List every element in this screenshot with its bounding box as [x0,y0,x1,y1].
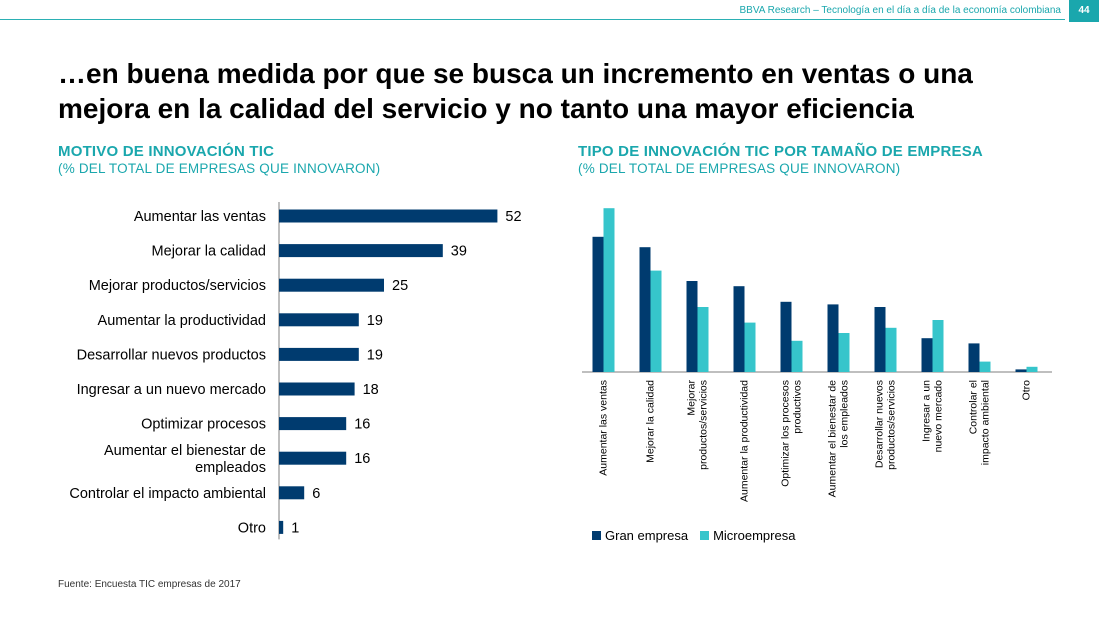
column-microempresa-ingresar-a-un-nuevo-mercado [932,320,944,372]
bar-value-ingresar-a-un-nuevo-mercado: 18 [363,382,379,398]
column-label-optimizar-los-procesos-productivos: Optimizar los procesosproductivos [780,380,804,487]
category-label-mejorar-la-calidad: Mejorar la calidad [152,244,266,260]
category-label-mejorar-productos-servicios: Mejorar productos/servicios [89,278,266,294]
legend-label-microempresa: Microempresa [713,528,796,543]
left-chart-heading: MOTIVO DE INNOVACIÓN TIC (% DEL TOTAL DE… [58,143,380,176]
tipo-innovacion-column-chart: Aumentar las ventas Mejorar la calidad Mej… [582,208,1052,502]
column-gran-empresa-desarrollar-nuevos-productos-servicios [874,307,886,372]
legend-swatch-microempresa [700,531,710,540]
column-microempresa-mejorar-productos-servicios [697,307,709,372]
bar-value-mejorar-la-calidad: 39 [451,244,467,260]
column-microempresa-controlar-el-impacto-ambiental [979,361,991,372]
column-label-controlar-el-impacto-ambiental: Controlar elimpacto ambiental [968,380,992,465]
column-label-desarrollar-nuevos-productos-servicios: Desarrollar nuevosproductos/servicios [874,380,898,470]
bar-value-controlar-el-impacto-ambiental: 6 [312,486,320,502]
bar-optimizar-procesos [279,417,347,431]
column-gran-empresa-ingresar-a-un-nuevo-mercado [921,338,933,372]
column-microempresa-otro [1026,366,1038,372]
bar-ingresar-a-un-nuevo-mercado [279,382,355,396]
category-label-controlar-el-impacto-ambiental: Controlar el impacto ambiental [69,486,266,502]
header-rule [0,19,1065,20]
category-label-aumentar-el-bienestar-de-empleados: Aumentar el bienestar de empleados [104,443,266,476]
column-microempresa-optimizar-los-procesos-productivos [791,340,803,372]
page-number-badge: 44 [1069,0,1099,22]
bar-value-desarrollar-nuevos-productos: 19 [367,347,383,363]
category-label-otro: Otro [238,520,266,536]
legend-item-microempresa: Microempresa [700,528,795,543]
column-label-mejorar-productos-servicios: Mejorarproductos/servicios [686,379,710,469]
column-gran-empresa-optimizar-los-procesos-productivos [780,301,792,372]
category-label-aumentar-las-ventas: Aumentar las ventas [134,209,266,225]
column-gran-empresa-aumentar-la-productividad [733,286,745,372]
category-label-desarrollar-nuevos-productos: Desarrollar nuevos productos [77,347,266,363]
column-gran-empresa-aumentar-las-ventas [592,236,604,372]
bar-aumentar-las-ventas [279,209,498,223]
bar-desarrollar-nuevos-productos [279,347,359,361]
bar-aumentar-la-productividad [279,313,359,327]
column-microempresa-aumentar-las-ventas [603,208,615,372]
motivo-innovacion-bar-chart: 52 Aumentar las ventas 39 Mejorar la calida… [69,202,522,540]
column-microempresa-desarrollar-nuevos-productos-servicios [885,327,897,372]
category-label-aumentar-la-productividad: Aumentar la productividad [98,313,266,329]
source-note: Fuente: Encuesta TIC empresas de 2017 [58,579,241,590]
right-chart-title: TIPO DE INNOVACIÓN TIC POR TAMAÑO DE EMP… [578,143,983,160]
column-microempresa-aumentar-el-bienestar-de-los-empleados [838,333,850,372]
column-gran-empresa-aumentar-el-bienestar-de-los-empleados [827,304,839,372]
bar-otro [279,520,284,534]
right-chart-subtitle: (% DEL TOTAL DE EMPRESAS QUE INNOVARON) [578,161,901,176]
column-label-aumentar-el-bienestar-de-los-empleados: Aumentar el bienestar delos empleados [827,380,851,497]
chart-legend: Gran empresa Microempresa [592,528,807,543]
column-label-ingresar-a-un-nuevo-mercado: Ingresar a unnuevo mercado [921,380,945,453]
column-gran-empresa-mejorar-productos-servicios [686,281,698,372]
legend-item-gran-empresa: Gran empresa [592,528,688,543]
right-chart-heading: TIPO DE INNOVACIÓN TIC POR TAMAÑO DE EMP… [578,143,983,176]
bar-value-aumentar-las-ventas: 52 [505,209,521,225]
bar-mejorar-la-calidad [279,244,443,258]
column-gran-empresa-otro [1015,369,1027,372]
bar-value-mejorar-productos-servicios: 25 [392,278,408,294]
bar-value-optimizar-procesos: 16 [354,417,370,433]
column-gran-empresa-controlar-el-impacto-ambiental [968,343,980,372]
column-gran-empresa-mejorar-la-calidad [639,247,651,372]
header-title: BBVA Research – Tecnología en el día a d… [739,5,1061,16]
slide-title: …en buena medida por que se busca un inc… [58,58,973,124]
column-label-aumentar-las-ventas: Aumentar las ventas [598,380,610,476]
category-label-ingresar-a-un-nuevo-mercado: Ingresar a un nuevo mercado [77,382,266,398]
column-label-mejorar-la-calidad: Mejorar la calidad [645,380,657,463]
bar-controlar-el-impacto-ambiental [279,486,305,500]
bar-value-otro: 1 [291,520,299,536]
left-chart-subtitle: (% DEL TOTAL DE EMPRESAS QUE INNOVARON) [58,161,381,176]
column-label-aumentar-la-productividad: Aumentar la productividad [739,380,751,502]
bar-value-aumentar-el-bienestar-de-empleados: 16 [354,451,370,467]
legend-label-gran-empresa: Gran empresa [605,528,689,543]
column-label-otro: Otro [1021,380,1033,401]
left-chart-title: MOTIVO DE INNOVACIÓN TIC [58,143,275,160]
column-microempresa-mejorar-la-calidad [650,270,662,372]
bar-value-aumentar-la-productividad: 19 [367,313,383,329]
bar-mejorar-productos-servicios [279,278,384,292]
bar-aumentar-el-bienestar-de-empleados [279,451,347,465]
category-label-optimizar-procesos: Optimizar procesos [141,417,266,433]
legend-swatch-gran-empresa [592,531,601,540]
column-microempresa-aumentar-la-productividad [744,322,756,372]
